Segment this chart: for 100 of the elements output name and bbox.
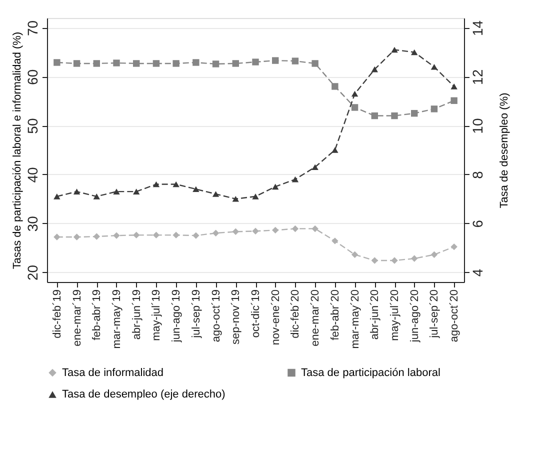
y2-axis-title: Tasa de desempleo (%) [498, 92, 510, 208]
point [411, 110, 418, 117]
point [351, 251, 358, 258]
point [113, 232, 120, 239]
x-tick-label: abr-jun´19 [130, 290, 143, 340]
x-tick-label: jun-ago´20 [408, 290, 421, 344]
point [292, 176, 299, 182]
point [73, 234, 80, 240]
x-tick-label: nov-ene´20 [270, 290, 282, 346]
point [430, 106, 438, 112]
point [272, 184, 279, 190]
x-tick-label: jul-sep´19 [190, 290, 202, 339]
point [152, 232, 160, 238]
y-tick-label: 50 [24, 118, 40, 134]
y-tick-label: 60 [24, 69, 40, 85]
point [292, 58, 299, 64]
y2-tick-label: 8 [470, 170, 486, 179]
point [252, 194, 259, 200]
legend-label: Tasa de participación laboral [301, 366, 440, 379]
point [93, 194, 100, 200]
x-tick-label: feb-abr´20 [329, 290, 342, 340]
y-tick-label: 30 [24, 216, 40, 232]
point [332, 83, 338, 90]
y2-tick-label: 4 [470, 268, 486, 277]
point [450, 97, 458, 104]
point [252, 228, 259, 235]
point [371, 257, 378, 264]
point [430, 251, 438, 258]
point [133, 232, 140, 238]
x-tick-label: mar-may´19 [111, 290, 123, 349]
point [391, 257, 398, 264]
x-tick-label: may-jul´19 [150, 290, 163, 341]
y-tick-label: 40 [24, 166, 40, 183]
y2-tick-label: 6 [470, 220, 486, 228]
point [113, 188, 120, 194]
point [172, 60, 180, 67]
point [292, 225, 299, 232]
point [332, 147, 338, 153]
x-tick-label: jun-ago´19 [170, 290, 183, 344]
y2-tick-label: 14 [470, 20, 486, 36]
x-tick-label: ene-mar´19 [71, 290, 84, 346]
point [351, 90, 358, 97]
legend-label: Tasa de informalidad [62, 366, 164, 379]
point [332, 238, 338, 244]
point [391, 46, 398, 53]
x-tick-label: abr-jun´20 [369, 290, 382, 340]
point [272, 226, 279, 234]
point [54, 194, 60, 200]
point [371, 66, 378, 72]
point [212, 230, 220, 236]
y2-tick-label: 12 [470, 69, 486, 85]
x-tick-label: oct-dic´19 [250, 290, 262, 338]
point [73, 60, 80, 67]
point [93, 233, 100, 240]
y-tick-label: 70 [24, 20, 40, 36]
x-tick-label: jul-sep´20 [428, 290, 441, 339]
point [411, 49, 418, 56]
point [232, 60, 239, 67]
point [391, 112, 398, 120]
point [152, 181, 160, 188]
point [54, 59, 60, 66]
point [152, 60, 160, 67]
point [312, 60, 318, 67]
point [430, 64, 438, 70]
y-axis-title: Tasas de participación laboral e informalidad (%) [12, 32, 24, 270]
point [172, 181, 180, 188]
point [192, 232, 200, 239]
point [312, 164, 318, 170]
x-tick-label: dic-feb´20 [290, 290, 302, 338]
point [232, 228, 239, 235]
point [172, 232, 180, 238]
point [133, 188, 140, 194]
point [73, 188, 80, 194]
point [450, 84, 458, 90]
x-tick-label: sep-nov´19 [230, 290, 242, 345]
y2-tick-label: 10 [470, 118, 486, 134]
legend-label: Tasa de desempleo (eje derecho) [62, 388, 226, 400]
point [54, 234, 60, 240]
point [93, 60, 100, 67]
point [312, 225, 318, 232]
point [192, 186, 200, 192]
point [411, 255, 418, 262]
point [113, 60, 120, 66]
point [351, 104, 358, 111]
point [371, 112, 378, 120]
point [133, 60, 140, 67]
x-tick-label: feb-abr´19 [91, 290, 104, 340]
point [450, 243, 458, 250]
x-tick-label: ago-oct´20 [448, 290, 461, 342]
point [212, 60, 220, 68]
point [212, 191, 220, 197]
point [272, 57, 279, 64]
x-tick-label: ago-oct´19 [210, 290, 222, 342]
x-tick-label: may-jul´20 [389, 290, 401, 341]
point [232, 196, 239, 202]
point [192, 59, 200, 66]
y-tick-label: 20 [24, 264, 40, 281]
x-tick-label: dic-feb´19 [51, 290, 64, 338]
x-tick-label: mar-may´20 [349, 290, 362, 349]
point [252, 58, 259, 66]
